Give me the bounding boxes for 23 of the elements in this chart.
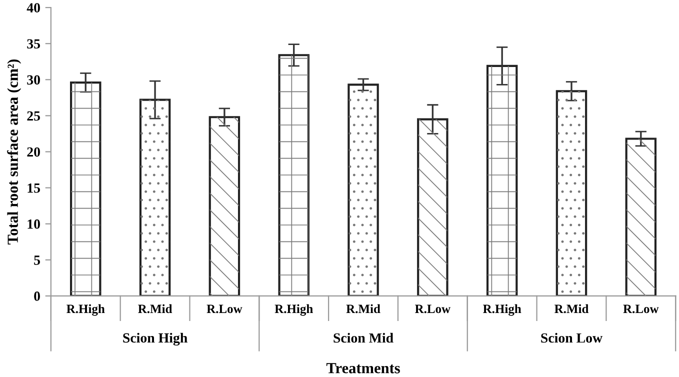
y-tick-label: 15: [28, 183, 40, 193]
y-tick-label: 5: [34, 256, 40, 265]
y-tick-label: 25: [27, 111, 40, 121]
x-tick-label: R.High: [274, 304, 313, 316]
text: Scion Mid: [334, 332, 394, 343]
y-tick-label: 35: [27, 39, 40, 49]
y-axis-title: Total root surface area (cm²): [7, 59, 22, 244]
y-tick-label: 30: [27, 75, 40, 85]
x-tick-label: R.Mid: [554, 304, 589, 314]
x-tick-label: R.Mid: [138, 304, 172, 314]
x-tick-label: R.Low: [623, 304, 659, 314]
y-tick-label: 10: [28, 219, 40, 229]
text: Scion Low: [541, 332, 602, 343]
x-tick-label: R.Low: [206, 304, 242, 314]
x-axis-title: Treatments: [326, 363, 400, 374]
y-tick-label: 40: [26, 3, 40, 12]
x-tick-label: R.High: [483, 304, 522, 316]
text: Scion High: [123, 332, 188, 346]
y-tick-label: 20: [27, 147, 40, 157]
x-tick-label: R.Mid: [346, 304, 380, 314]
x-tick-label: R.High: [66, 304, 105, 316]
x-tick-label: R.Low: [415, 304, 450, 314]
y-tick-label: 0: [34, 292, 40, 301]
